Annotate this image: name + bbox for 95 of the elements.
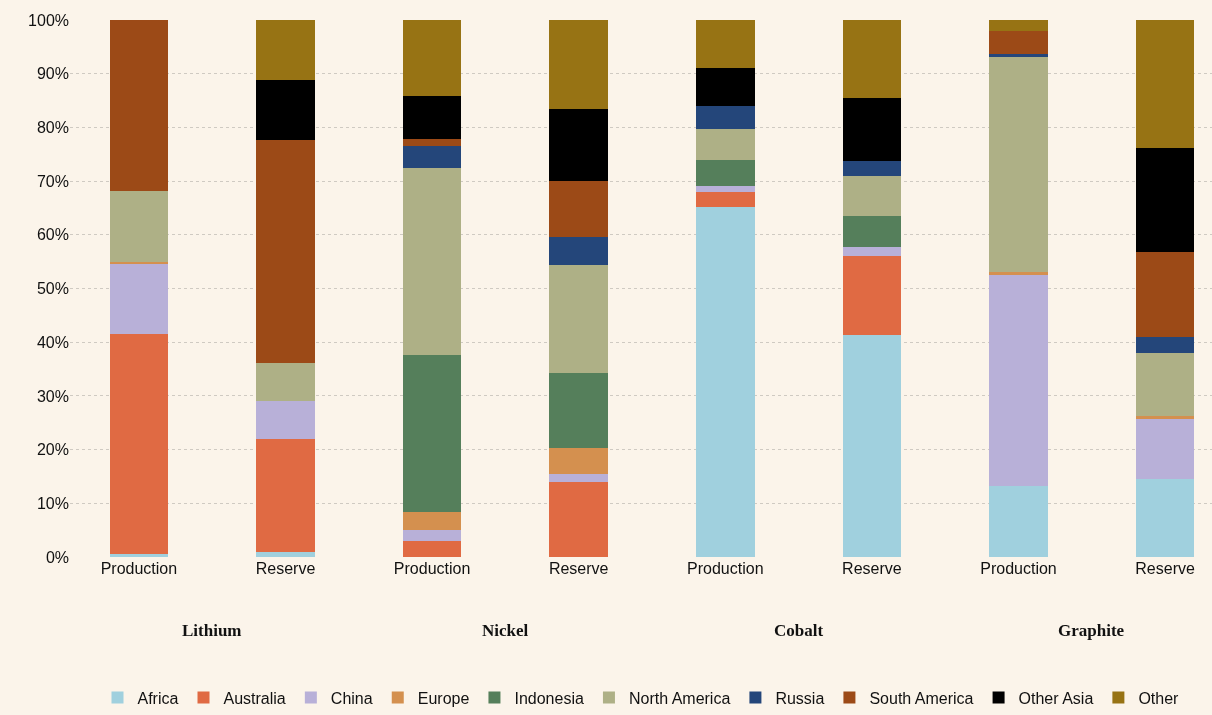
legend-label: Europe <box>417 689 470 707</box>
x-tick-label: Reserve <box>548 560 609 577</box>
bar <box>109 554 169 557</box>
y-tick-label: 10% <box>36 494 69 512</box>
bar <box>695 160 755 187</box>
bar <box>842 161 902 176</box>
bar <box>1135 148 1195 252</box>
legend-label: Other Asia <box>1018 689 1094 707</box>
legend-label: South America <box>869 689 974 707</box>
bar <box>1135 352 1195 417</box>
legend-label: Australia <box>223 689 286 707</box>
bar <box>549 237 609 266</box>
bar <box>109 333 169 555</box>
bar <box>402 511 462 531</box>
bar <box>989 53 1048 58</box>
text: Graphite <box>1058 621 1125 640</box>
bar <box>1135 336 1195 353</box>
text: Lithium <box>182 621 242 640</box>
y-tick-label: 50% <box>36 280 69 298</box>
bar <box>109 262 169 265</box>
bar <box>402 354 462 512</box>
bar <box>109 191 169 263</box>
y-tick-label: 30% <box>36 387 69 405</box>
bar <box>989 271 1048 276</box>
bar <box>549 180 609 238</box>
bar <box>1135 479 1195 557</box>
bar <box>842 247 902 256</box>
bar <box>989 275 1048 487</box>
text: Cobalt <box>774 621 824 640</box>
bar <box>989 57 1048 272</box>
y-tick-label: 90% <box>36 65 69 83</box>
legend-label: Russia <box>775 689 825 707</box>
bar <box>695 191 755 207</box>
bar <box>1135 416 1195 419</box>
legend-label: Africa <box>137 689 179 707</box>
bar <box>842 216 902 248</box>
y-tick-label: 70% <box>36 172 69 190</box>
x-tick-label: Reserve <box>255 560 316 577</box>
y-tick-label: 40% <box>36 333 69 351</box>
bar <box>109 264 169 334</box>
y-tick-label: 100% <box>28 11 69 29</box>
x-tick-label: Production <box>393 560 471 577</box>
bar <box>109 20 169 192</box>
bar <box>256 80 315 140</box>
bar <box>842 175 902 217</box>
y-tick-label: 20% <box>36 441 69 459</box>
bar <box>695 186 755 192</box>
x-tick-label: Reserve <box>842 560 902 577</box>
bar <box>549 473 609 482</box>
legend-label: Other <box>1138 689 1180 707</box>
bar <box>989 20 1048 32</box>
legend-label: North America <box>628 689 731 707</box>
bar <box>402 146 462 169</box>
bar <box>1135 251 1195 337</box>
bar <box>549 481 609 557</box>
bar <box>402 540 462 557</box>
bar <box>402 95 462 139</box>
x-tick-label: Production <box>100 560 178 577</box>
bar <box>549 20 609 110</box>
bar <box>842 255 902 336</box>
x-tick-label: Production <box>980 560 1057 577</box>
bar <box>549 109 609 181</box>
legend-label: China <box>330 689 373 707</box>
y-tick-label: 60% <box>36 226 69 244</box>
bar <box>256 139 315 363</box>
bar <box>549 447 609 474</box>
bar <box>402 138 462 147</box>
bar <box>695 20 755 68</box>
bar <box>256 438 315 552</box>
bar <box>842 20 902 98</box>
legend-label: Indonesia <box>514 689 584 707</box>
bar <box>256 551 315 557</box>
bar <box>402 530 462 541</box>
bar <box>256 20 315 81</box>
y-tick-label: 0% <box>45 548 69 566</box>
bar <box>989 31 1048 54</box>
bar <box>695 129 755 161</box>
bar <box>1135 418 1195 480</box>
bar <box>549 373 609 448</box>
x-tick-label: Reserve <box>1135 560 1195 577</box>
bar <box>549 265 609 374</box>
bar <box>256 401 315 439</box>
bar <box>695 206 755 557</box>
bar <box>1135 20 1195 149</box>
text: Nickel <box>482 621 529 640</box>
bar <box>402 20 462 96</box>
bar <box>695 105 755 130</box>
y-tick-label: 80% <box>36 119 69 136</box>
x-tick-label: Production <box>687 560 764 577</box>
bar <box>256 362 315 402</box>
bar <box>695 67 755 106</box>
bar <box>989 486 1048 557</box>
bar <box>842 97 902 162</box>
bar <box>402 168 462 355</box>
bar <box>842 335 902 557</box>
